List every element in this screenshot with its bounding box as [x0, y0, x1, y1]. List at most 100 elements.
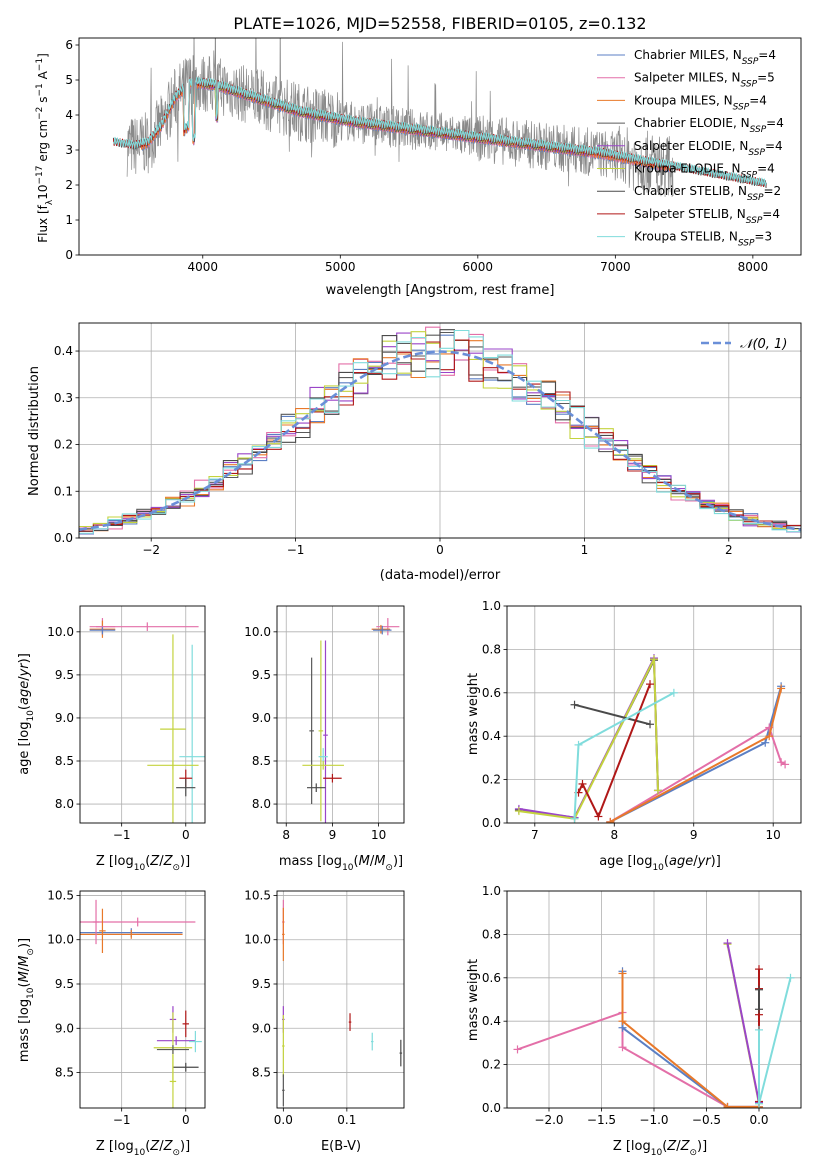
plot-area: [89, 618, 205, 823]
x-axis-label-math: )]: [180, 854, 190, 869]
legend-label-subscript: SSP: [747, 193, 764, 203]
y-axis-label-math: 10: [26, 987, 36, 999]
legend-label-text: Salpeter STELIB, N: [634, 207, 746, 221]
y-axis-label-math: )]: [17, 653, 32, 663]
y-axis-label: mass weight: [466, 673, 481, 755]
line-salpeter_elodie: [726, 942, 760, 1103]
y-axis-label-math: (: [17, 705, 32, 710]
panel-mass_vs_z: −1 0 8.5 9.0 9.5 10.0 10.5: [47, 888, 206, 1127]
y-axis-label: mass weight: [466, 959, 481, 1041]
y-axis-label-math: yr: [17, 662, 32, 678]
x-tick-label: 8: [610, 828, 618, 842]
y-axis-label-text: age [log: [17, 722, 32, 775]
figure-title: PLATE=1026, MJD=52558, FIBERID=0105, z=0…: [233, 14, 646, 33]
legend-label-chabrier_elodie: Chabrier ELODIE, NSSP=4: [634, 116, 784, 135]
y-axis-label-math: /: [17, 966, 32, 971]
y-axis-label-part: λ: [45, 199, 55, 205]
x-axis-label-math: yr: [697, 854, 713, 869]
ticks: −1 0 8.0 8.5 9.0 9.5 10.0: [47, 625, 189, 842]
x-tick-label: 0.0: [274, 1113, 293, 1127]
legend-label-chabrier_miles: Chabrier MILES, NSSP=4: [634, 48, 776, 67]
y-axis-label-math: 10: [26, 710, 36, 722]
x-axis-label-math: /: [693, 854, 698, 869]
y-axis-label-math: age: [17, 681, 32, 705]
x-axis-label-math: (: [662, 1139, 667, 1154]
x-axis-label-math: /: [676, 1139, 681, 1154]
x-axis-label-math: (: [664, 854, 669, 869]
legend-normal-label: 𝒩(0, 1): [740, 337, 787, 352]
y-axis-label: Flux [fλ10−17 erg cm−2 s−1 A−1]: [35, 53, 55, 243]
model-kroupa_stelib: [112, 77, 767, 187]
x-axis-label-math: /: [159, 854, 164, 869]
x-axis-label-math: age: [669, 854, 693, 869]
x-axis-label-math: (: [145, 1139, 150, 1154]
y-axis-label-part: erg cm: [36, 120, 50, 166]
plot-area: [282, 899, 403, 1107]
axes-frame: [276, 890, 405, 1109]
x-tick-label: 8: [282, 828, 290, 842]
panel-mass_vs_ebv: 0.0 0.1 8.5 9.0 9.5 10.0 10.5: [244, 888, 405, 1127]
y-tick-label: 0.8: [482, 642, 501, 656]
panel-age_vs_mass: 8 9 10 8.0 8.5 9.0 9.5 10.0: [244, 605, 405, 842]
legend-label-count: =4: [765, 139, 783, 153]
y-tick-label: 0.0: [482, 1101, 501, 1115]
ticks: 7 8 9 10 0.0 0.2 0.4 0.6 0.8 1.0: [482, 599, 781, 842]
x-axis-label: mass [log10(M/M⊙)]: [279, 854, 403, 873]
x-tick-label: 5000: [325, 260, 356, 274]
y-axis-label-part: Flux [f: [36, 204, 50, 242]
y-tick-label: 4: [65, 108, 73, 122]
axes-frame: [506, 890, 802, 1109]
y-tick-label: 0.4: [482, 729, 501, 743]
x-tick-label: −0.5: [692, 1113, 721, 1127]
x-axis-label: age [log10(age/yr)]: [599, 854, 721, 873]
x-tick-label: 9: [329, 828, 337, 842]
x-tick-label: −1: [113, 828, 131, 842]
y-axis-label-part: A: [36, 70, 50, 83]
legend-label-count: =4: [762, 207, 780, 221]
y-tick-label: 10.5: [47, 888, 74, 902]
x-axis-label: (data-model)/error: [380, 568, 501, 583]
x-tick-label: 0: [182, 828, 190, 842]
x-tick-label: −1.5: [587, 1113, 616, 1127]
y-axis-label: Normed distribution: [27, 366, 42, 496]
legend-label-count: =4: [757, 162, 775, 176]
axes-frame: [79, 890, 206, 1109]
x-tick-label: 2: [725, 543, 733, 557]
x-tick-label: 8000: [738, 260, 769, 274]
x-tick-label: 0: [436, 543, 444, 557]
x-tick-label: 0.0: [749, 1113, 768, 1127]
y-tick-label: 0.0: [482, 816, 501, 830]
y-axis-label-math: M: [17, 956, 32, 967]
x-axis-label: wavelength [Angstrom, rest frame]: [326, 283, 555, 298]
ticks: −2.0 −1.5 −1.0 −0.5 0.0 0.0 0.2 0.4 0.6 0.8 1.0: [482, 884, 769, 1127]
x-tick-label: 7: [531, 828, 539, 842]
y-tick-label: 10.5: [244, 888, 271, 902]
y-tick-label: 0.2: [54, 438, 73, 452]
y-tick-label: 6: [65, 38, 73, 52]
y-tick-label: 8.5: [55, 754, 74, 768]
plot-area: [112, 38, 767, 197]
x-axis-label-math: M: [374, 854, 385, 869]
x-tick-label: 1: [581, 543, 589, 557]
y-tick-label: 5: [65, 73, 73, 87]
x-axis-label-math: ⊙: [172, 863, 180, 873]
x-tick-label: 10: [371, 828, 386, 842]
y-tick-label: 1.0: [482, 599, 501, 613]
legend-label-text: Chabrier STELIB, N: [634, 184, 747, 198]
legend-label-count: =4: [766, 116, 784, 130]
plot-area: [79, 326, 801, 535]
legend-label-subscript: SSP: [741, 80, 758, 90]
legend-label-text: Chabrier ELODIE, N: [634, 116, 750, 130]
legend-label-salpeter_elodie: Salpeter ELODIE, NSSP=4: [634, 139, 783, 158]
x-axis-label-math: Z: [666, 1139, 677, 1154]
x-axis-label-math: 10: [134, 1148, 146, 1158]
y-tick-label: 9.0: [252, 1021, 271, 1035]
line-chabrier_stelib: [574, 703, 651, 726]
ticks: −1 0 8.5 9.0 9.5 10.0 10.5: [47, 888, 189, 1127]
legend-label-count: =3: [754, 230, 772, 244]
grid: [80, 891, 205, 1108]
y-tick-label: 8.0: [252, 797, 271, 811]
ticks: 0.0 0.1 8.5 9.0 9.5 10.0 10.5: [244, 888, 356, 1127]
